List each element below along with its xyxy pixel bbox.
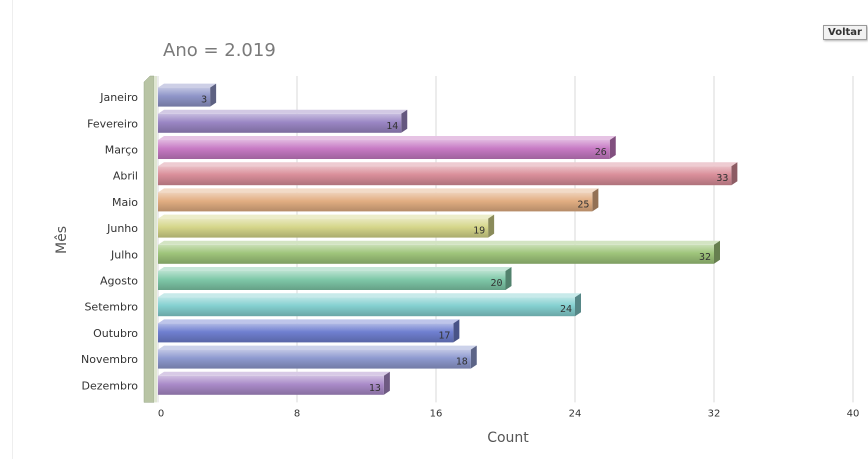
bar-side-face xyxy=(575,293,581,317)
x-tick-label: 40 xyxy=(847,408,860,419)
bar-top-face xyxy=(158,109,408,114)
x-tick-label: 8 xyxy=(294,408,300,419)
bar-side-face xyxy=(488,214,495,238)
back-button[interactable]: Voltar xyxy=(823,25,867,40)
bar-value-label: 32 xyxy=(699,252,711,263)
bar-setembro xyxy=(158,297,575,317)
axis-wall xyxy=(143,75,157,403)
bar-side-face xyxy=(609,136,616,159)
bar-top-face xyxy=(158,214,495,219)
x-tick-label: 16 xyxy=(430,408,443,419)
chart-title: Ano = 2.019 xyxy=(163,40,276,61)
bar-top-face xyxy=(158,240,720,245)
bar-julho xyxy=(158,244,714,264)
axis-wall-face xyxy=(143,75,155,403)
bar-dezembro xyxy=(158,375,384,395)
bar-side-face xyxy=(383,371,390,395)
bar-value-label: 33 xyxy=(716,173,728,184)
bar-value-label: 17 xyxy=(438,330,450,341)
y-axis-title: Mês xyxy=(54,226,70,254)
bar-value-label: 25 xyxy=(577,199,589,210)
bar-side-face xyxy=(453,319,460,343)
bar-top-face xyxy=(158,162,738,167)
bar-side-face xyxy=(505,267,512,290)
bar-top-face xyxy=(158,83,217,88)
bar-top-face xyxy=(158,136,616,140)
bars-group: 3 14 26 33 25 19 32 20 24 17 18 13 xyxy=(158,83,738,395)
bar-janeiro xyxy=(158,87,211,107)
bar-top-face xyxy=(158,188,599,193)
bar-top-face xyxy=(158,267,512,271)
category-label: Maio xyxy=(112,196,138,209)
category-label: Novembro xyxy=(81,353,138,366)
bar-value-label: 20 xyxy=(490,278,502,289)
category-label: Setembro xyxy=(84,301,138,314)
bar-top-face xyxy=(158,293,581,298)
page-left-border xyxy=(12,0,13,459)
bar-value-label: 26 xyxy=(595,147,607,158)
bar-agosto xyxy=(158,271,506,290)
category-label: Junho xyxy=(106,222,138,235)
bar-fevereiro xyxy=(158,113,402,133)
bar-side-face xyxy=(592,188,599,212)
category-label: Março xyxy=(105,144,139,157)
bar-junho xyxy=(158,218,489,238)
bar-side-face xyxy=(401,109,408,133)
bar-value-label: 18 xyxy=(456,357,468,368)
bar-value-label: 3 xyxy=(201,95,207,106)
bar-novembro xyxy=(158,349,471,369)
category-label: Julho xyxy=(110,248,138,261)
x-tick-label: 24 xyxy=(569,408,582,419)
x-axis-title: Count xyxy=(487,430,529,446)
category-label: Abril xyxy=(113,170,138,183)
category-label: Janeiro xyxy=(99,91,138,104)
x-tick-label: 0 xyxy=(158,408,164,419)
bar-abril xyxy=(158,166,732,186)
bar-side-face xyxy=(470,345,477,369)
bar-side-face xyxy=(210,83,217,107)
bar-top-face xyxy=(158,319,460,324)
bar-maio xyxy=(158,192,593,212)
axis-wall-edge xyxy=(154,76,157,403)
bar-top-face xyxy=(158,345,477,350)
category-label: Agosto xyxy=(100,275,138,288)
bar-side-face xyxy=(731,162,738,186)
tick-labels: Janeiro Fevereiro Março Abril Maio Junho Julho… xyxy=(81,91,859,419)
category-label: Fevereiro xyxy=(87,117,138,130)
bar-março xyxy=(158,140,610,159)
bar-value-label: 24 xyxy=(560,304,572,315)
bar-value-label: 13 xyxy=(369,383,381,394)
category-label: Dezembro xyxy=(82,379,139,392)
x-tick-label: 32 xyxy=(708,408,721,419)
bar-value-label: 19 xyxy=(473,226,485,237)
bar-top-face xyxy=(158,371,390,376)
bar-side-face xyxy=(714,240,720,264)
bar-value-label: 14 xyxy=(386,121,398,132)
category-label: Outubro xyxy=(93,327,138,340)
bar-outubro xyxy=(158,323,454,343)
